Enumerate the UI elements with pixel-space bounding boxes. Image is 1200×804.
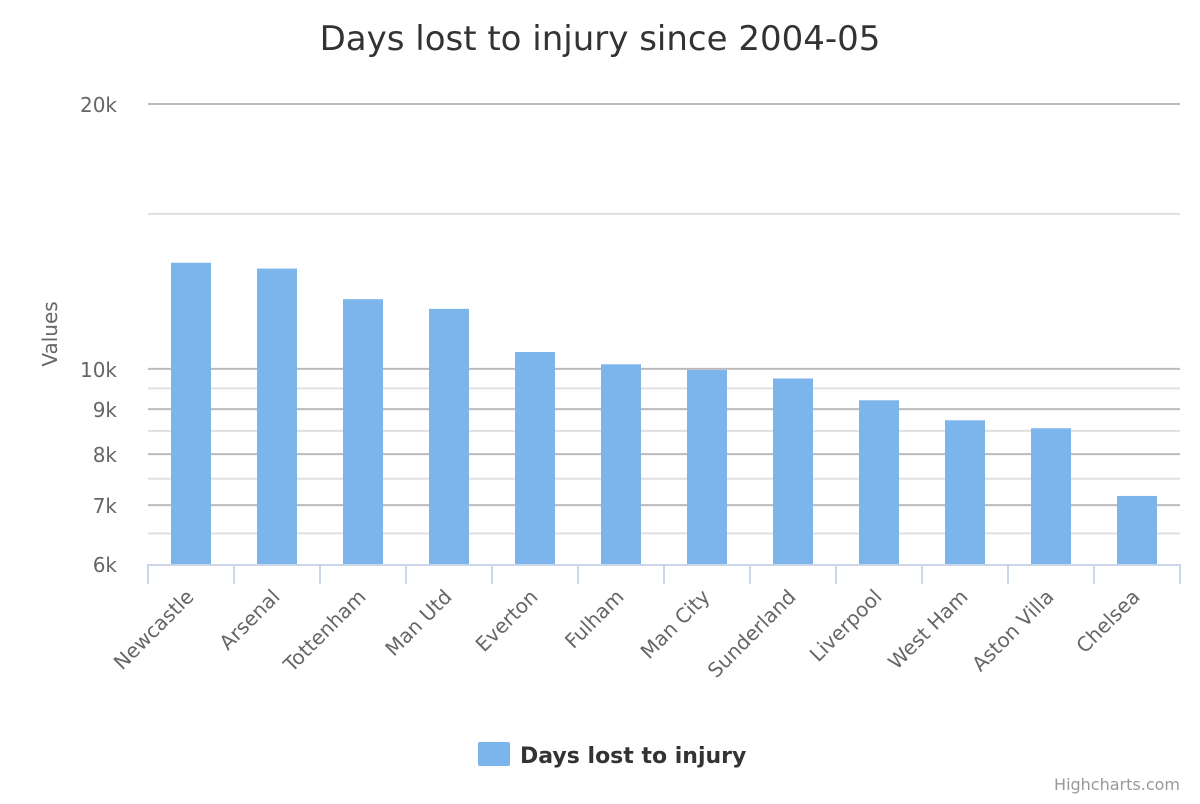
credits-link[interactable]: Highcharts.com [1054,775,1180,794]
bar[interactable] [343,299,383,564]
y-tick-label: 6k [93,553,118,577]
y-tick-label: 7k [93,494,118,518]
bar[interactable] [687,369,727,564]
legend-swatch [478,742,510,766]
y-tick-label: 8k [93,443,118,467]
bar[interactable] [429,308,469,564]
chart-title: Days lost to injury since 2004-05 [320,19,881,59]
bar[interactable] [601,364,641,564]
bar[interactable] [515,352,555,564]
y-axis-title: Values [38,301,62,366]
bar[interactable] [945,420,985,564]
x-tick-label: Man Utd [380,585,456,661]
bar[interactable] [1031,428,1071,564]
x-tick-label: Newcastle [109,585,199,675]
legend-label: Days lost to injury [520,744,746,769]
x-tick-label: Sunderland [703,585,801,683]
x-tick-label: Fulham [560,585,629,654]
x-tick-label: Everton [471,585,543,657]
bar[interactable] [1117,495,1157,564]
x-tick-label: Arsenal [214,585,284,655]
y-tick-label: 10k [80,358,117,382]
bar[interactable] [171,262,211,564]
x-tick-label: Tottenham [278,585,371,678]
x-tick-label: Chelsea [1071,585,1144,658]
y-tick-label: 9k [93,398,118,422]
x-tick-label: Liverpool [805,585,887,667]
bar[interactable] [859,400,899,564]
bar[interactable] [257,268,297,564]
x-tick-label: Aston Villa [967,585,1058,676]
legend-item[interactable]: Days lost to injury [478,742,746,769]
bar[interactable] [773,378,813,564]
x-tick-label: West Ham [883,585,972,674]
x-tick-label: Man City [636,584,715,663]
y-tick-label: 20k [80,93,117,117]
